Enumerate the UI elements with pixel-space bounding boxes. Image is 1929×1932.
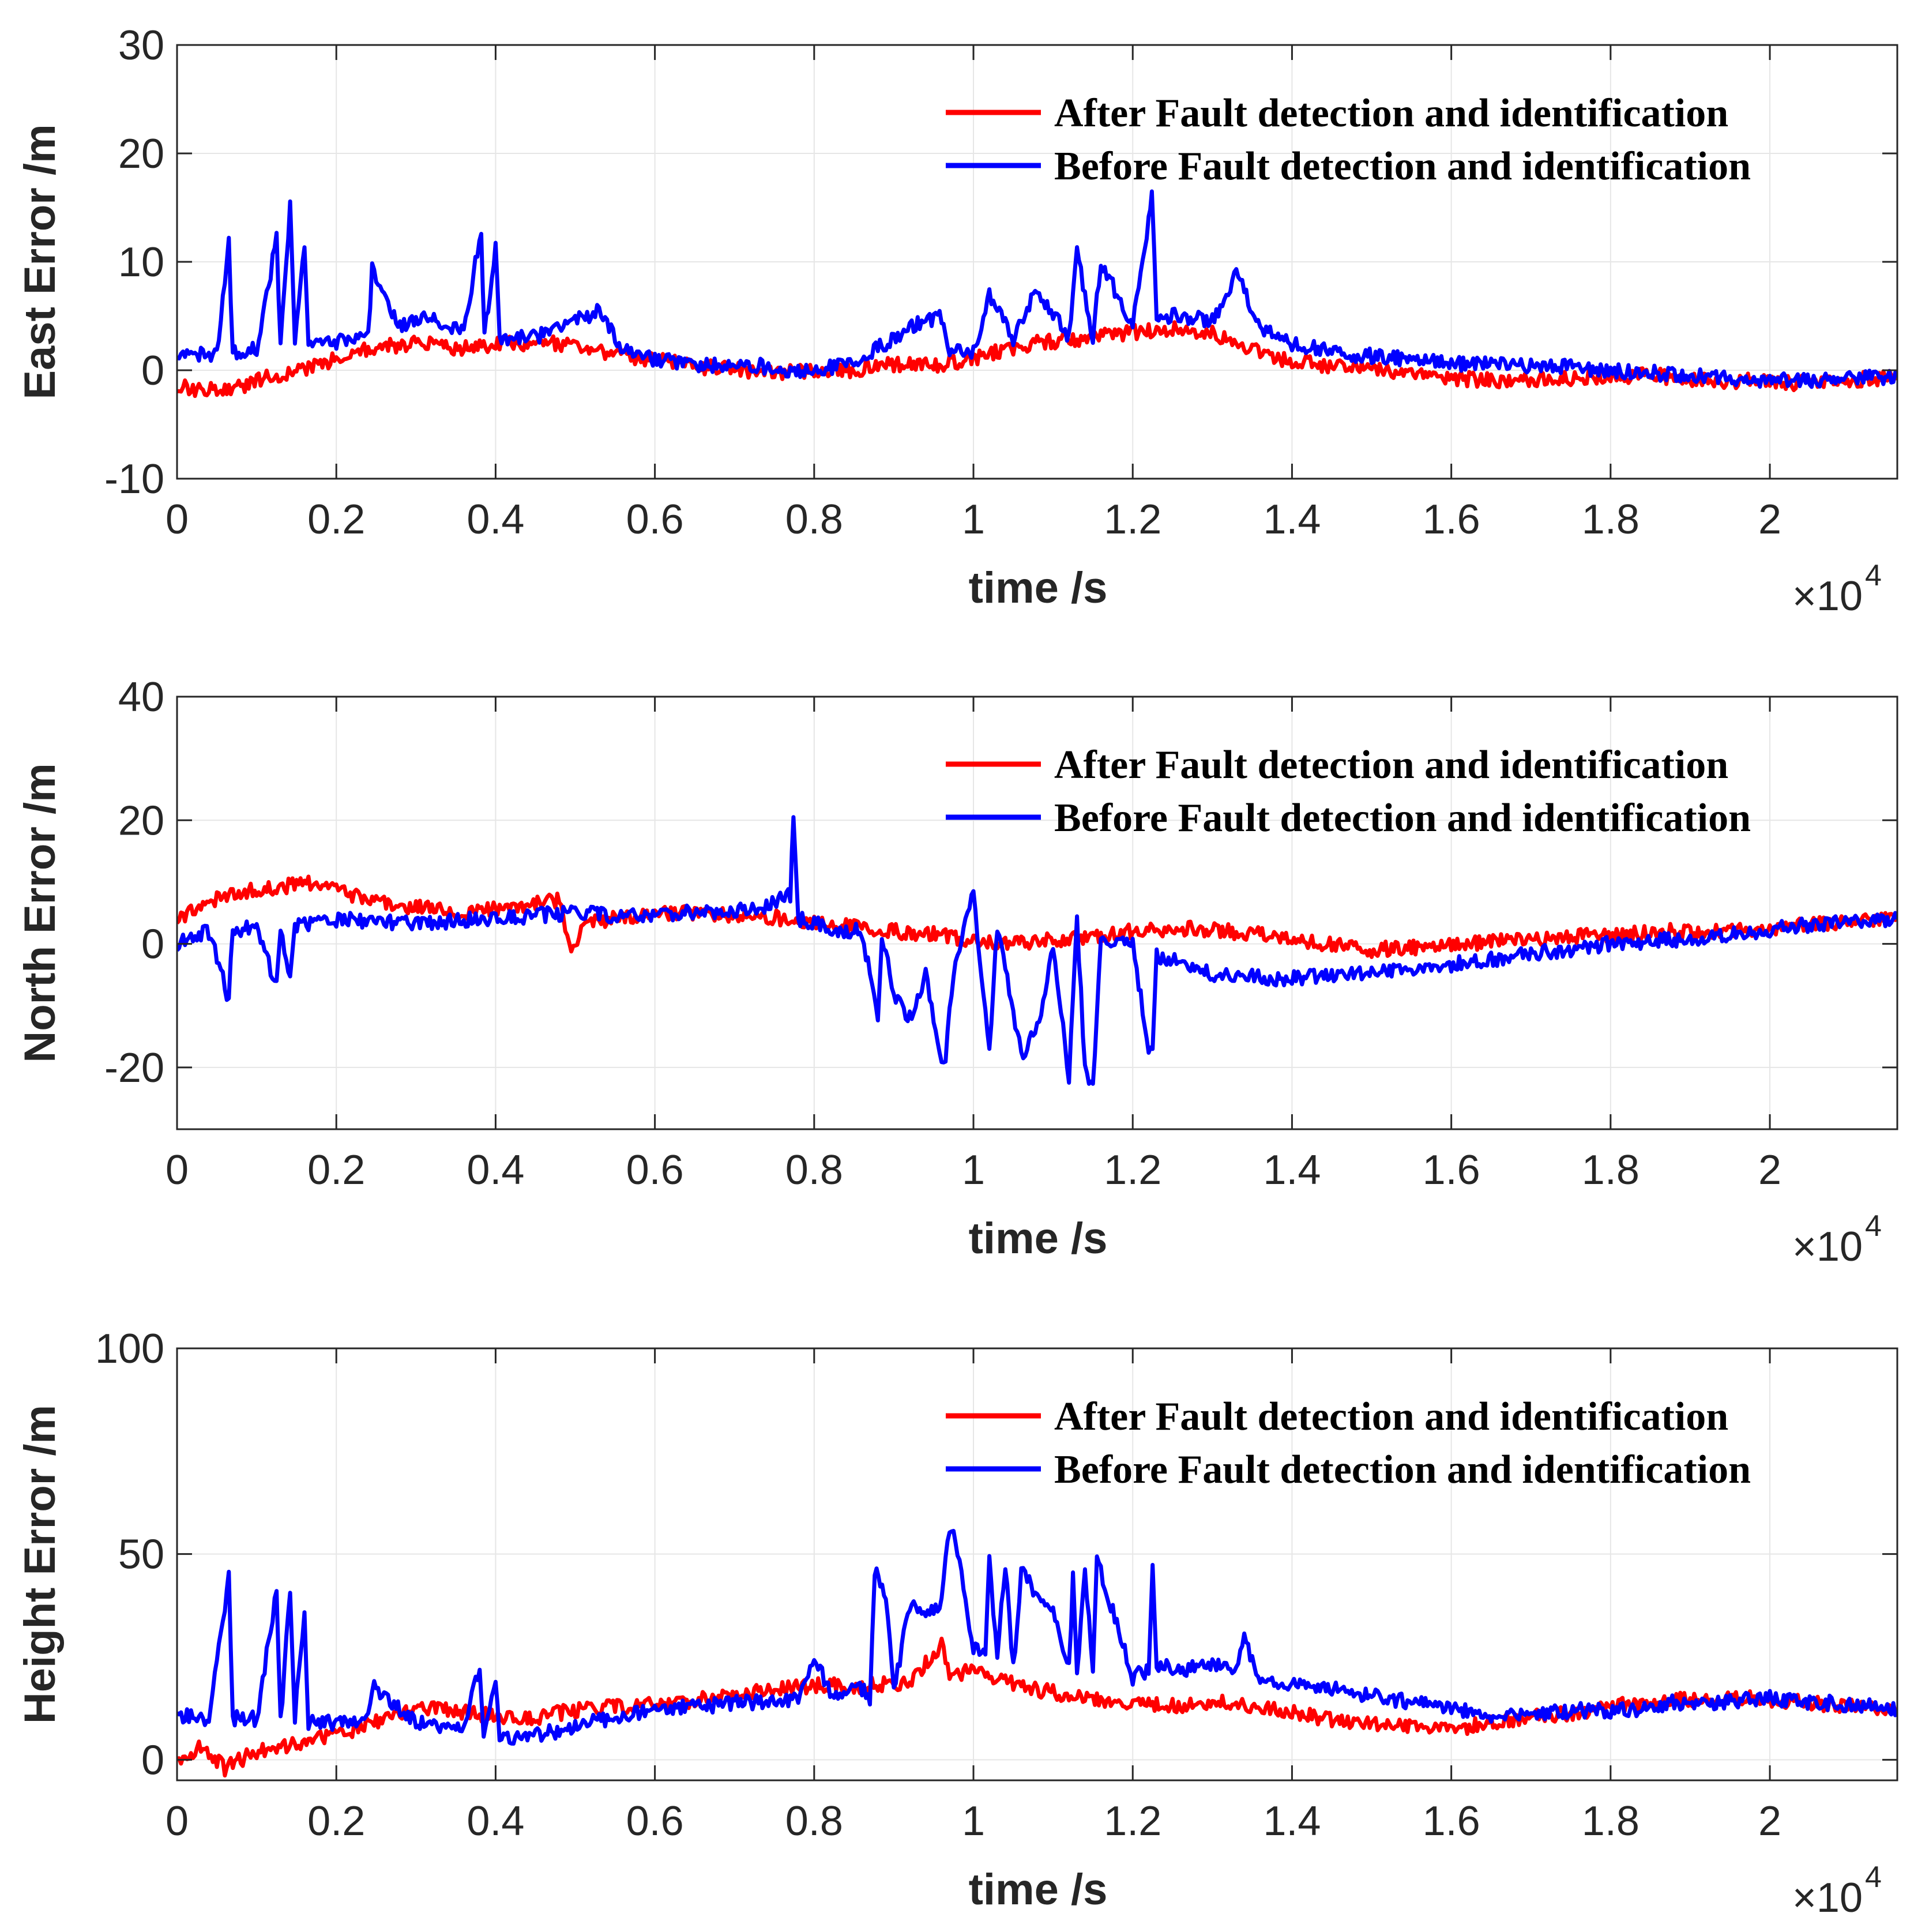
x-tick-label: 2 bbox=[1758, 1798, 1781, 1844]
x-tick-label: 0 bbox=[166, 1147, 189, 1193]
legend-label-before: Before Fault detection and identificatio… bbox=[1054, 144, 1751, 189]
x-tick-label: 1.8 bbox=[1582, 497, 1640, 543]
x-tick-label: 0.2 bbox=[307, 1147, 365, 1193]
y-tick-label: 0 bbox=[141, 348, 164, 394]
x-axis-label: time /s bbox=[969, 563, 1108, 612]
x-exponent-power: 4 bbox=[1865, 1209, 1882, 1243]
x-tick-label: 1 bbox=[962, 497, 985, 543]
x-axis-label: time /s bbox=[969, 1214, 1108, 1263]
x-tick-label: 0.8 bbox=[785, 497, 843, 543]
y-tick-label: 20 bbox=[118, 131, 164, 177]
x-tick-label: 1.6 bbox=[1423, 1798, 1480, 1844]
x-tick-label: 0.8 bbox=[785, 1147, 843, 1193]
chart-panel-1: 0 0.2 0.4 0.6 0.8 1 1.2 1.4 1.6 1.8 2-100102030×10… bbox=[16, 22, 1898, 619]
x-tick-label: 0 bbox=[166, 497, 189, 543]
x-exponent-label: ×10 bbox=[1792, 1224, 1863, 1270]
y-axis-label: East Error /m bbox=[16, 124, 65, 399]
legend-label-after: After Fault detection and identification bbox=[1054, 1395, 1728, 1439]
x-tick-label: 0.4 bbox=[467, 1147, 524, 1193]
series-after-line bbox=[177, 320, 1897, 399]
x-tick-label: 1.8 bbox=[1582, 1147, 1640, 1193]
series-after-line bbox=[177, 874, 1897, 959]
y-tick-label: 0 bbox=[141, 922, 164, 968]
x-tick-label: 1.6 bbox=[1423, 497, 1480, 543]
y-tick-label: 30 bbox=[118, 22, 164, 69]
chart-panel-2: 0 0.2 0.4 0.6 0.8 1 1.2 1.4 1.6 1.8 2 -20 0 20 40 ×10 4 t… bbox=[16, 674, 1898, 1270]
x-tick-label: 1.8 bbox=[1582, 1798, 1640, 1844]
x-tick-label: 0 bbox=[166, 1798, 189, 1844]
series-before-line bbox=[177, 815, 1897, 1086]
y-tick-label: 0 bbox=[141, 1737, 164, 1783]
y-tick-label: 20 bbox=[118, 798, 164, 844]
x-tick-label: 1.6 bbox=[1423, 1147, 1480, 1193]
x-tick-label: 1 bbox=[962, 1147, 985, 1193]
x-tick-label: 0.2 bbox=[307, 497, 365, 543]
x-tick-label: 1.2 bbox=[1104, 1147, 1161, 1193]
x-tick-label: 0.8 bbox=[785, 1798, 843, 1844]
x-tick-label: 1.4 bbox=[1263, 1147, 1321, 1193]
x-exponent-power: 4 bbox=[1865, 1860, 1882, 1894]
x-tick-label: 2 bbox=[1758, 497, 1781, 543]
x-tick-label: 1.2 bbox=[1104, 1798, 1161, 1844]
y-tick-label: -10 bbox=[104, 456, 164, 502]
y-tick-label: 100 bbox=[95, 1326, 164, 1372]
x-tick-label: 0.4 bbox=[467, 1798, 524, 1844]
legend: After Fault detection and identification… bbox=[946, 91, 1751, 189]
x-exponent-label: ×10 bbox=[1792, 573, 1863, 619]
x-exponent-label: ×10 bbox=[1792, 1875, 1863, 1921]
legend: After Fault detection and identification… bbox=[946, 743, 1751, 840]
y-axis-label: North Error /m bbox=[16, 763, 65, 1062]
x-tick-label: 1.4 bbox=[1263, 497, 1321, 543]
x-tick-label: 0.6 bbox=[626, 497, 684, 543]
x-tick-label: 1.2 bbox=[1104, 497, 1161, 543]
x-tick-label: 1.4 bbox=[1263, 1798, 1321, 1844]
legend-label-after: After Fault detection and identification bbox=[1054, 743, 1728, 787]
x-axis-label: time /s bbox=[969, 1865, 1108, 1914]
series-before-line bbox=[177, 189, 1897, 389]
legend-label-before: Before Fault detection and identificatio… bbox=[1054, 1448, 1751, 1492]
y-tick-label: 40 bbox=[118, 674, 164, 720]
y-tick-label: -20 bbox=[104, 1045, 164, 1091]
x-tick-label: 0.6 bbox=[626, 1147, 684, 1193]
y-tick-label: 10 bbox=[118, 239, 164, 285]
x-tick-label: 0.4 bbox=[467, 497, 524, 543]
chart-panel-3: 0 0.2 0.4 0.6 0.8 1 1.2 1.4 1.6 1.8 2 0 50 100 ×10 4 tim… bbox=[16, 1326, 1898, 1921]
axes-box bbox=[176, 1347, 1898, 1781]
legend-label-after: After Fault detection and identification bbox=[1054, 91, 1728, 136]
y-axis-label: Height Error /m bbox=[16, 1405, 65, 1724]
y-tick-label: 50 bbox=[118, 1532, 164, 1578]
legend-label-before: Before Fault detection and identificatio… bbox=[1054, 796, 1751, 840]
x-tick-label: 0.6 bbox=[626, 1798, 684, 1844]
series-before-line bbox=[177, 1529, 1897, 1746]
x-tick-label: 1 bbox=[962, 1798, 985, 1844]
axes-box bbox=[176, 696, 1898, 1130]
x-tick-label: 2 bbox=[1758, 1147, 1781, 1193]
legend: After Fault detection and identification… bbox=[946, 1395, 1751, 1492]
x-tick-label: 0.2 bbox=[307, 1798, 365, 1844]
x-exponent-power: 4 bbox=[1865, 559, 1882, 592]
